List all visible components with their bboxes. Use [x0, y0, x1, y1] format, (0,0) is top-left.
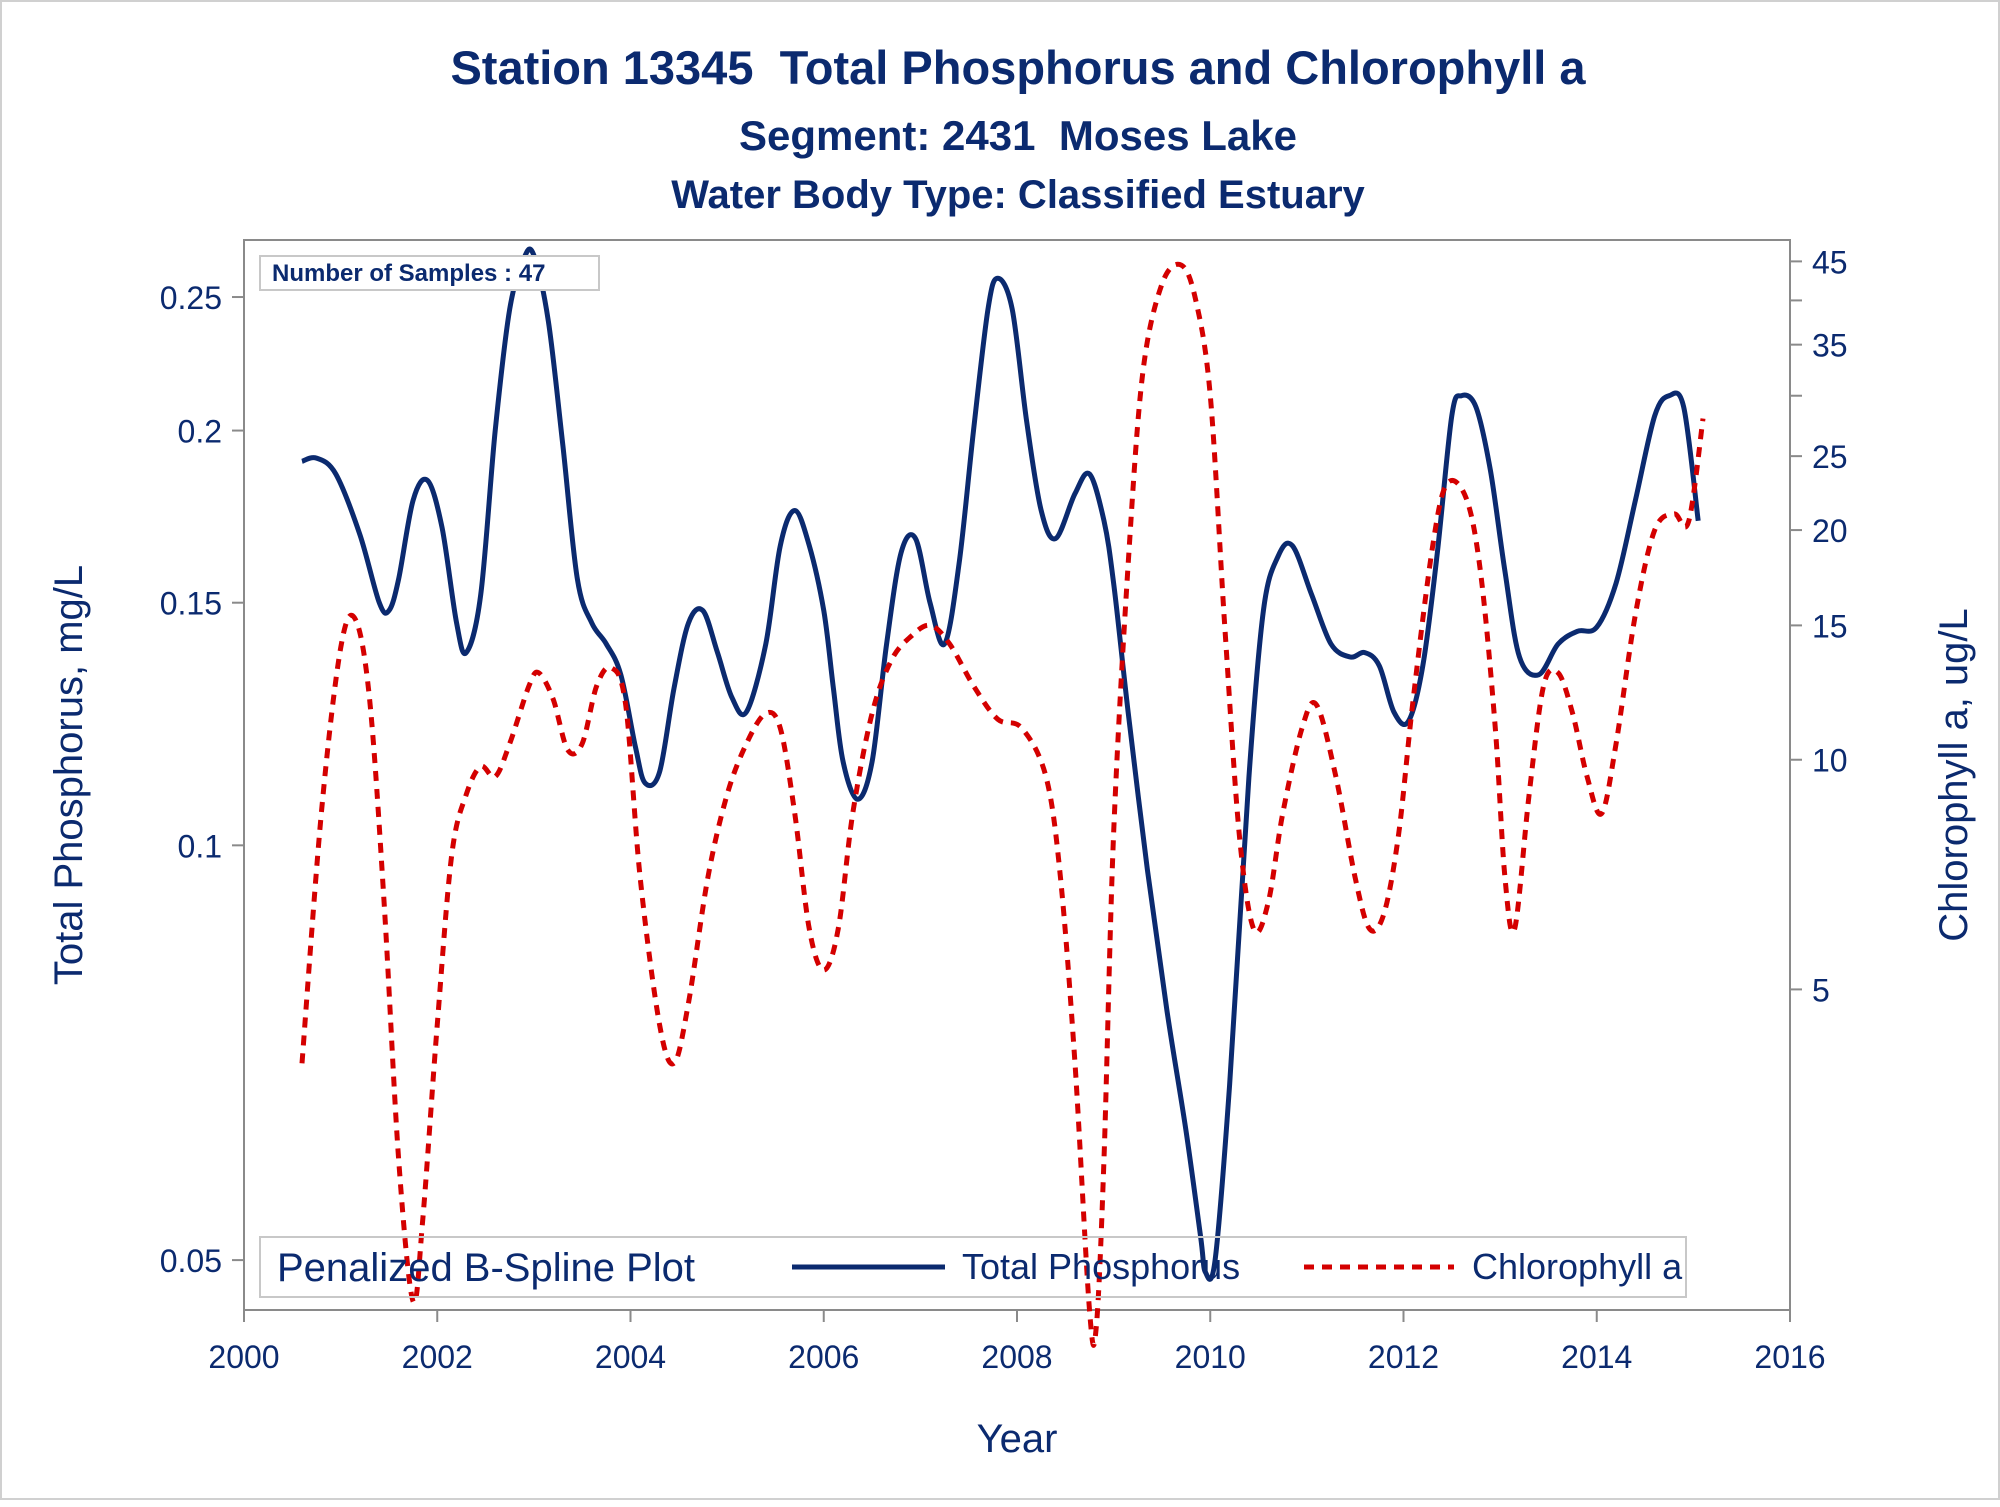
x-tick-label: 2000 [208, 1339, 279, 1375]
y-tick-label: 0.2 [178, 414, 222, 450]
y2-tick-label: 35 [1812, 328, 1848, 364]
legend-label-total-phosphorus: Total Phosphorus [962, 1246, 1240, 1287]
series-line-total-phosphorus [301, 246, 1701, 1282]
x-tick-label: 2002 [402, 1339, 473, 1375]
legend: Penalized B-Spline Plot Total Phosphorus… [259, 1236, 1687, 1298]
y2-tick-label: 20 [1812, 513, 1848, 549]
y-axis-right-label: Chlorophyll a, ug/L [1932, 608, 1976, 942]
y-axis-left: 0.05 0.1 0.15 0.2 0.25 [160, 280, 244, 1279]
y-tick-label: 0.1 [178, 828, 222, 864]
series-layer [299, 246, 1706, 1348]
x-tick-label: 2012 [1368, 1339, 1439, 1375]
legend-title: Penalized B-Spline Plot [277, 1246, 695, 1290]
y2-tick-label: 15 [1812, 608, 1848, 644]
series-line-chlorophyll-a [299, 261, 1706, 1348]
chart-subtitle-segment: Segment: 2431 Moses Lake [739, 112, 1297, 159]
y-axis-right: 5 10 15 20 25 35 45 [1790, 244, 1848, 1008]
samples-annotation-text: Number of Samples : 47 [272, 260, 545, 287]
x-tick-label: 2016 [1754, 1339, 1825, 1375]
x-tick-label: 2008 [981, 1339, 1052, 1375]
y2-tick-label: 10 [1812, 743, 1848, 779]
y2-tick-label: 45 [1812, 244, 1848, 280]
chart-title: Station 13345 Total Phosphorus and Chlor… [450, 41, 1586, 94]
x-tick-label: 2014 [1561, 1339, 1632, 1375]
y-tick-label: 0.15 [160, 586, 222, 622]
x-axis-label: Year [977, 1417, 1058, 1461]
x-tick-label: 2004 [595, 1339, 666, 1375]
chart-subtitle-waterbody: Water Body Type: Classified Estuary [671, 173, 1365, 217]
x-tick-label: 2010 [1175, 1339, 1246, 1375]
x-axis: 2000 2002 2004 2006 2008 2010 2012 2014 2016 [208, 1310, 1826, 1375]
x-tick-label: 2006 [788, 1339, 859, 1375]
y2-tick-label: 25 [1812, 439, 1848, 475]
y-tick-label: 0.05 [160, 1243, 222, 1279]
y2-tick-label: 5 [1812, 972, 1830, 1008]
y-axis-left-label: Total Phosphorus, mg/L [47, 565, 91, 985]
y-tick-label: 0.25 [160, 280, 222, 316]
legend-label-chlorophyll-a: Chlorophyll a [1472, 1246, 1683, 1287]
samples-annotation: Number of Samples : 47 [259, 255, 600, 291]
